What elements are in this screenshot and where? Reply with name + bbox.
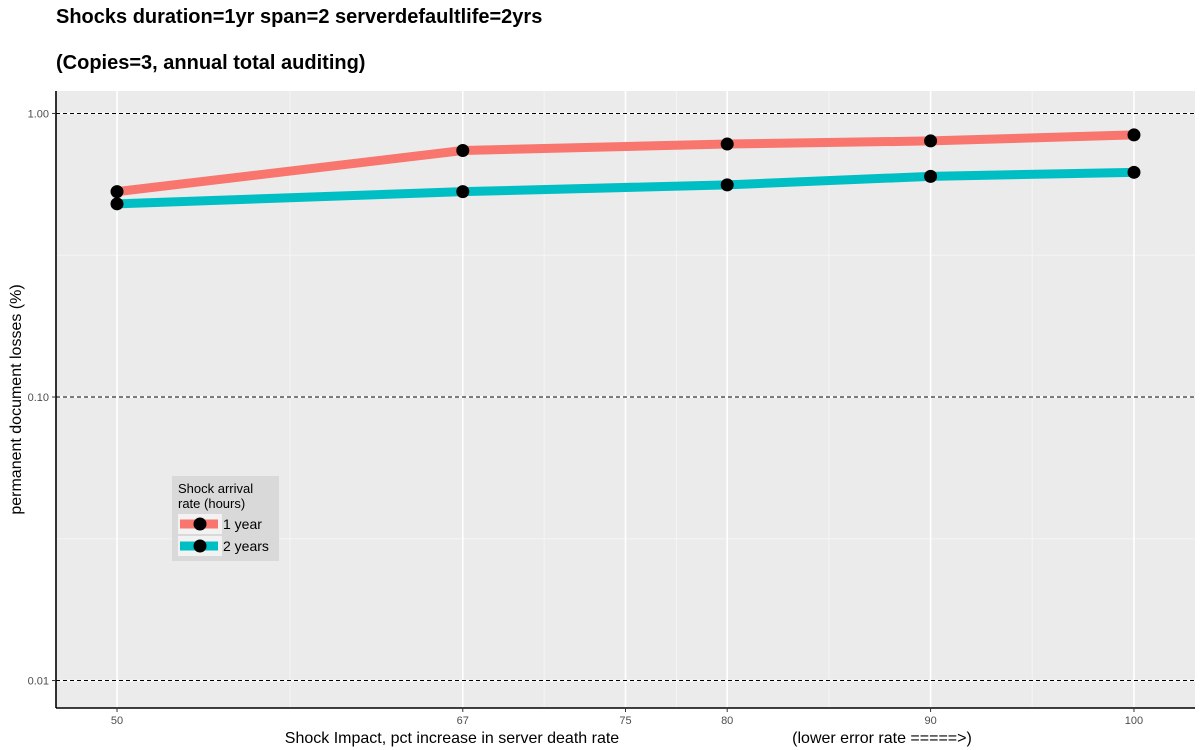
data-point-series1 (1127, 128, 1141, 142)
legend-title: rate (hours) (178, 496, 245, 511)
x-tick-label: 90 (924, 715, 936, 727)
axes (52, 91, 1195, 712)
legend-title: Shock arrival (178, 481, 253, 496)
legend-label: 1 year (223, 516, 262, 532)
data-point-series1 (110, 185, 124, 199)
x-tick-labels: 50 67 75 80 90 100 (111, 715, 1143, 727)
data-point-series1 (720, 137, 734, 151)
data-point-series2 (720, 178, 734, 192)
y-tick-label: 0.10 (28, 392, 49, 404)
x-axis-title: Shock Impact, pct increase in server dea… (285, 730, 619, 747)
y-tick-labels: 0.01 0.10 1.00 (28, 108, 49, 687)
data-point-series1 (924, 134, 938, 148)
x-tick-label: 50 (111, 715, 123, 727)
x-axis-note: (lower error rate =====>) (792, 730, 972, 747)
x-tick-label: 100 (1125, 715, 1143, 727)
data-point-series2 (110, 197, 124, 211)
chart-title: Shocks duration=1yr span=2 serverdefault… (56, 6, 543, 28)
x-tick-label: 80 (721, 715, 733, 727)
data-point-series2 (924, 169, 938, 183)
legend-label: 2 years (223, 538, 269, 554)
x-tick-label: 67 (457, 715, 469, 727)
data-point-series1 (456, 144, 470, 158)
reference-lines (56, 112, 1195, 682)
chart-subtitle: (Copies=3, annual total auditing) (56, 52, 366, 74)
x-tick-label: 75 (619, 715, 631, 727)
legend-key-point (193, 539, 207, 553)
data-point-series2 (456, 185, 470, 199)
y-axis-title: permanent document losses (%) (8, 284, 25, 514)
data-points (110, 128, 1141, 211)
data-point-series2 (1127, 165, 1141, 179)
legend-key-point (193, 517, 207, 531)
y-tick-label: 1.00 (28, 108, 49, 120)
y-tick-label: 0.01 (28, 676, 49, 688)
